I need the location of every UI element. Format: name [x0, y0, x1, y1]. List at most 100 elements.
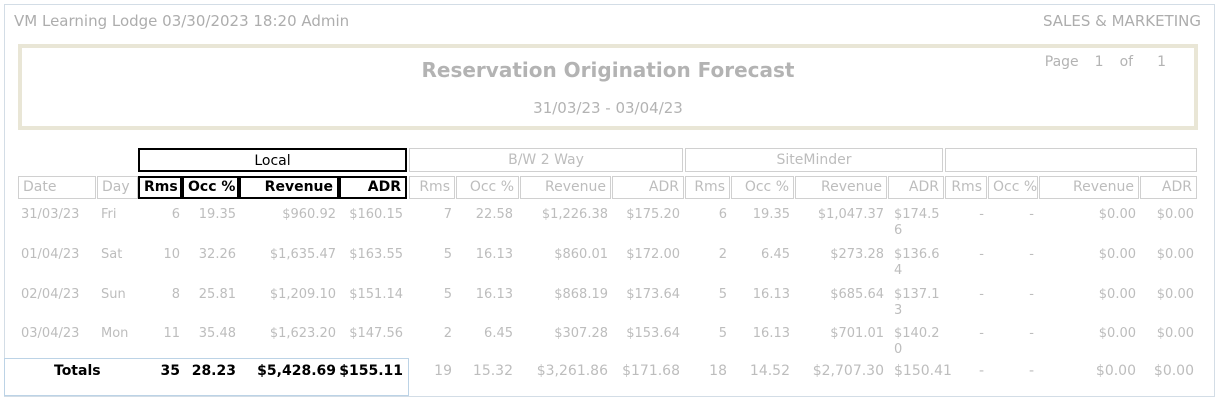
cell-adr: $175.20	[626, 207, 680, 222]
row-date: 03/04/23	[21, 326, 80, 341]
group-header-siteminder: SiteMinder	[685, 148, 943, 172]
col-adr: ADR	[888, 176, 944, 199]
cell-occ: 19.35	[198, 207, 236, 222]
total-occ: 14.52	[749, 363, 790, 379]
cell-adr: $173.64	[626, 287, 680, 302]
cell-occ: 16.13	[752, 287, 790, 302]
col-adr: ADR	[339, 176, 407, 199]
row-day: Sat	[101, 247, 123, 262]
cell-rms: 10	[163, 247, 180, 262]
total-rms: 35	[160, 363, 180, 379]
col-occ: Occ %	[988, 176, 1038, 199]
total-occ: 15.32	[472, 363, 513, 379]
cell-adr: $0.00	[1156, 247, 1194, 262]
group-header-blank	[945, 148, 1197, 172]
of-label: of	[1119, 54, 1134, 70]
total-occ: -	[1028, 363, 1034, 379]
cell-adr: $147.56	[349, 326, 403, 341]
page-total: 1	[1157, 54, 1166, 70]
row-day: Mon	[101, 326, 129, 341]
total-revenue: $0.00	[1095, 363, 1136, 379]
totals-label: Totals	[54, 363, 101, 379]
page-indicator: Page 1 of 1	[1045, 54, 1166, 70]
cell-rms: 5	[718, 326, 727, 341]
col-rms: Rms	[409, 176, 455, 199]
total-rms: 19	[434, 363, 452, 379]
total-adr: $155.11	[339, 363, 403, 379]
cell-rms: -	[979, 247, 984, 262]
cell-occ: 25.81	[198, 287, 236, 302]
cell-revenue: $1,635.47	[269, 247, 336, 262]
cell-rms: -	[979, 287, 984, 302]
page-number: 1	[1094, 54, 1104, 70]
cell-rms: 6	[171, 207, 180, 222]
col-rms: Rms	[945, 176, 987, 199]
cell-occ: 6.45	[484, 326, 513, 341]
total-revenue: $2,707.30	[812, 363, 884, 379]
cell-occ: 19.35	[752, 207, 790, 222]
cell-occ: 35.48	[198, 326, 236, 341]
total-occ: 28.23	[191, 363, 236, 379]
cell-revenue: $685.64	[830, 287, 884, 302]
col-rms: Rms	[685, 176, 730, 199]
cell-revenue: $701.01	[830, 326, 884, 341]
col-revenue: Revenue	[795, 176, 887, 199]
cell-revenue: $0.00	[1098, 326, 1136, 341]
totals-box	[4, 358, 409, 396]
cell-revenue: $0.00	[1098, 207, 1136, 222]
col-adr: ADR	[1140, 176, 1197, 199]
title-box: Reservation Origination Forecast 31/03/2…	[18, 44, 1198, 130]
cell-adr: $160.15	[349, 207, 403, 222]
cell-adr: $163.55	[349, 247, 403, 262]
col-day: Day	[97, 176, 138, 199]
report-frame	[4, 4, 1215, 397]
cell-occ: -	[1029, 207, 1034, 222]
col-date: Date	[18, 176, 96, 199]
group-header-bw2way: B/W 2 Way	[409, 148, 683, 172]
row-day: Fri	[101, 207, 117, 222]
cell-occ: -	[1029, 287, 1034, 302]
col-revenue: Revenue	[520, 176, 611, 199]
cell-occ: 6.45	[761, 247, 790, 262]
cell-adr: $137.13	[894, 287, 940, 318]
cell-occ: 22.58	[475, 207, 513, 222]
cell-rms: 5	[443, 247, 452, 262]
cell-occ: 16.13	[752, 326, 790, 341]
cell-adr: $153.64	[626, 326, 680, 341]
col-occ: Occ %	[456, 176, 519, 199]
cell-occ: -	[1029, 326, 1034, 341]
cell-adr: $140.20	[894, 326, 940, 357]
col-revenue: Revenue	[239, 176, 339, 199]
cell-rms: 2	[718, 247, 727, 262]
cell-adr: $172.00	[626, 247, 680, 262]
cell-revenue: $1,623.20	[269, 326, 336, 341]
cell-revenue: $860.01	[554, 247, 608, 262]
cell-adr: $0.00	[1156, 287, 1194, 302]
row-date: 31/03/23	[21, 207, 80, 222]
total-rms: 18	[709, 363, 727, 379]
cell-revenue: $868.19	[554, 287, 608, 302]
cell-adr: $0.00	[1156, 207, 1194, 222]
cell-rms: 5	[718, 287, 727, 302]
page-label: Page	[1044, 54, 1079, 70]
cell-revenue: $1,209.10	[269, 287, 336, 302]
cell-adr: $174.56	[894, 207, 940, 238]
cell-revenue: $307.28	[554, 326, 608, 341]
cell-revenue: $0.00	[1098, 247, 1136, 262]
total-adr: $0.00	[1153, 363, 1194, 379]
cell-rms: 6	[718, 207, 727, 222]
col-occ: Occ %	[182, 176, 239, 199]
row-day: Sun	[101, 287, 126, 302]
total-adr: $150.41	[894, 363, 952, 379]
cell-revenue: $0.00	[1098, 287, 1136, 302]
total-revenue: $5,428.69	[257, 363, 336, 379]
header-right: SALES & MARKETING	[1042, 12, 1201, 30]
cell-occ: 32.26	[198, 247, 236, 262]
cell-rms: 5	[443, 287, 452, 302]
cell-rms: 11	[163, 326, 180, 341]
total-revenue: $3,261.86	[536, 363, 608, 379]
cell-revenue: $273.28	[830, 247, 884, 262]
cell-rms: 7	[443, 207, 452, 222]
cell-adr: $151.14	[349, 287, 403, 302]
header-left: VM Learning Lodge 03/30/2023 18:20 Admin	[14, 12, 350, 30]
